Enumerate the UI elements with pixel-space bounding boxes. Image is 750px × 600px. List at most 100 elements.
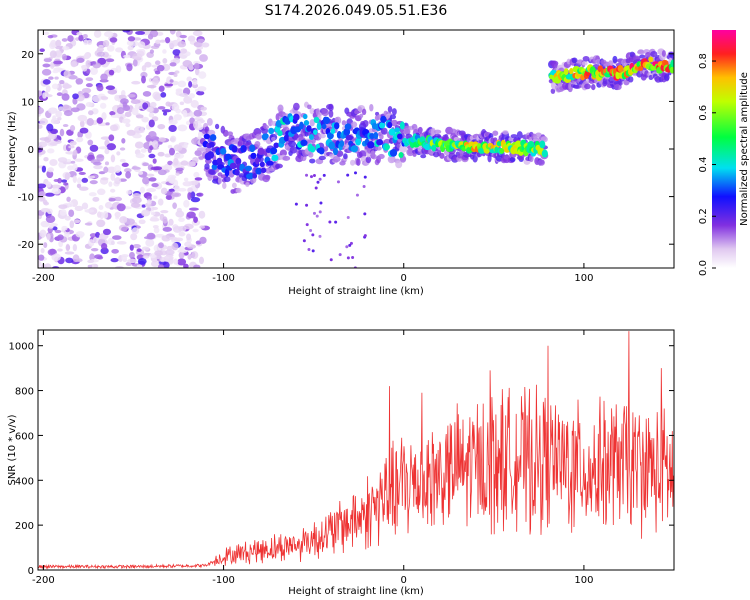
heatmap-noise-cell xyxy=(108,197,116,202)
heatmap-noise-cell xyxy=(158,242,164,249)
heatmap-ridge-cell xyxy=(648,56,654,63)
heatmap-noise-cell xyxy=(172,49,181,56)
heatmap-noise-cell xyxy=(173,73,178,77)
heatmap-halo-cell xyxy=(309,107,315,115)
heatmap-noise-cell xyxy=(150,216,159,221)
heatmap-noise-cell xyxy=(69,140,77,146)
heatmap-noise-cell xyxy=(77,114,88,122)
heatmap-halo-cell xyxy=(510,134,518,139)
heatmap-noise-cell xyxy=(149,145,154,151)
heatmap-noise-cell xyxy=(102,228,111,236)
heatmap-noise-cell xyxy=(111,248,119,254)
heatmap-noise-cell xyxy=(119,158,126,163)
heatmap-halo-cell xyxy=(308,151,314,158)
heatmap-noise-cell xyxy=(87,39,93,45)
heatmap-noise-cell xyxy=(129,244,134,251)
heatmap-x-tick-label: -200 xyxy=(32,273,55,284)
heatmap-ridge-cell xyxy=(376,139,384,146)
heatmap-noise-cell xyxy=(178,225,187,232)
heatmap-noise-cell xyxy=(46,170,54,179)
heatmap-ridge-cell xyxy=(514,140,522,148)
heatmap-noise-cell xyxy=(98,205,104,211)
heatmap-noise-cell xyxy=(165,249,175,255)
heatmap-spur-cell xyxy=(328,220,332,224)
heatmap-noise-cell xyxy=(54,76,59,80)
heatmap-x-label: Height of straight line (km) xyxy=(288,286,424,297)
heatmap-noise-cell xyxy=(157,264,165,268)
heatmap-halo-cell xyxy=(399,144,407,153)
heatmap-noise-cell xyxy=(109,124,119,132)
heatmap-spur-cell xyxy=(315,214,319,218)
heatmap-noise-cell xyxy=(96,84,104,92)
heatmap-ridge-cell xyxy=(669,66,674,74)
heatmap-halo-cell xyxy=(307,104,312,110)
heatmap-ridge-cell xyxy=(431,144,437,152)
heatmap-noise-cell xyxy=(185,233,192,241)
heatmap-noise-cell xyxy=(51,83,59,90)
heatmap-noise-cell xyxy=(171,192,182,198)
heatmap-noise-cell xyxy=(39,229,47,238)
heatmap-noise-cell xyxy=(88,192,97,197)
heatmap-noise-cell xyxy=(105,122,110,126)
heatmap-noise-cell xyxy=(141,116,149,123)
heatmap-noise-cell xyxy=(61,38,68,42)
heatmap-noise-cell xyxy=(41,165,47,173)
heatmap-halo-cell xyxy=(433,129,442,134)
heatmap-noise-cell xyxy=(194,68,200,76)
heatmap-ridge-cell xyxy=(384,144,390,150)
heatmap-noise-cell xyxy=(76,136,84,143)
heatmap-noise-cell xyxy=(65,151,75,155)
heatmap-noise-cell xyxy=(83,53,90,60)
heatmap-halo-cell xyxy=(613,83,622,91)
heatmap-noise-cell xyxy=(196,120,202,129)
colorbar-label: Normalized spectral amplitude xyxy=(739,72,750,226)
heatmap-noise-cell xyxy=(149,253,157,259)
snr-y-tick-label: 0 xyxy=(28,566,34,577)
heatmap-ridge-cell xyxy=(380,115,387,123)
heatmap-noise-cell xyxy=(149,49,155,54)
heatmap-noise-cell xyxy=(175,210,185,218)
heatmap-noise-cell xyxy=(151,206,159,211)
heatmap-noise-cell xyxy=(124,111,132,118)
heatmap-x-tick-label: 0 xyxy=(401,273,407,284)
colorbar: 0.0 0.2 0.4 0.6 0.8 Normalized spectral ampl… xyxy=(698,30,750,276)
heatmap-noise-cell xyxy=(42,79,51,85)
snr-y-label: SNR (10 * v/v) xyxy=(7,414,18,485)
heatmap-noise-cell xyxy=(158,137,166,142)
heatmap-halo-cell xyxy=(362,119,369,128)
heatmap-noise-cell xyxy=(152,77,159,86)
heatmap-noise-cell xyxy=(103,166,109,173)
heatmap-halo-cell xyxy=(328,103,334,112)
heatmap-noise-cell xyxy=(169,135,177,143)
heatmap-ridge-cell xyxy=(277,130,283,137)
heatmap-halo-cell xyxy=(235,187,242,194)
heatmap-noise-cell xyxy=(57,116,62,121)
heatmap-ridge-cell xyxy=(321,123,327,130)
heatmap-halo-cell xyxy=(644,70,650,78)
snr-x-ticks: -200 -100 0 100 xyxy=(32,330,593,586)
heatmap-ridge-cell xyxy=(334,122,340,130)
heatmap-noise-cell xyxy=(131,227,140,235)
heatmap-noise-cell xyxy=(178,251,185,259)
snr-y-ticks: 0 200 400 600 800 1000 xyxy=(9,342,674,577)
heatmap-noise-cell xyxy=(43,58,52,63)
heatmap-noise-cell xyxy=(72,149,78,156)
heatmap-halo-cell xyxy=(321,108,329,117)
heatmap-noise-cell xyxy=(188,93,196,99)
heatmap-noise-cell xyxy=(86,118,94,126)
heatmap-noise-cell xyxy=(84,209,95,213)
heatmap-spur-cell xyxy=(334,220,338,224)
figure-title: S174.2026.049.05.51.E36 xyxy=(265,3,448,19)
heatmap-spur-cell xyxy=(329,258,333,262)
heatmap-noise-cell xyxy=(100,177,109,181)
heatmap-noise-cell xyxy=(173,144,183,152)
heatmap-halo-cell xyxy=(389,114,397,120)
heatmap-noise-cell xyxy=(129,251,135,259)
heatmap-noise-cell xyxy=(153,227,160,234)
heatmap-halo-cell xyxy=(204,163,210,170)
heatmap-spur-cell xyxy=(336,180,340,184)
heatmap-ridge-cell xyxy=(670,59,674,68)
heatmap-noise-cell xyxy=(38,191,46,197)
heatmap-noise-cell xyxy=(157,198,164,206)
heatmap-ridge-cell xyxy=(345,134,354,141)
